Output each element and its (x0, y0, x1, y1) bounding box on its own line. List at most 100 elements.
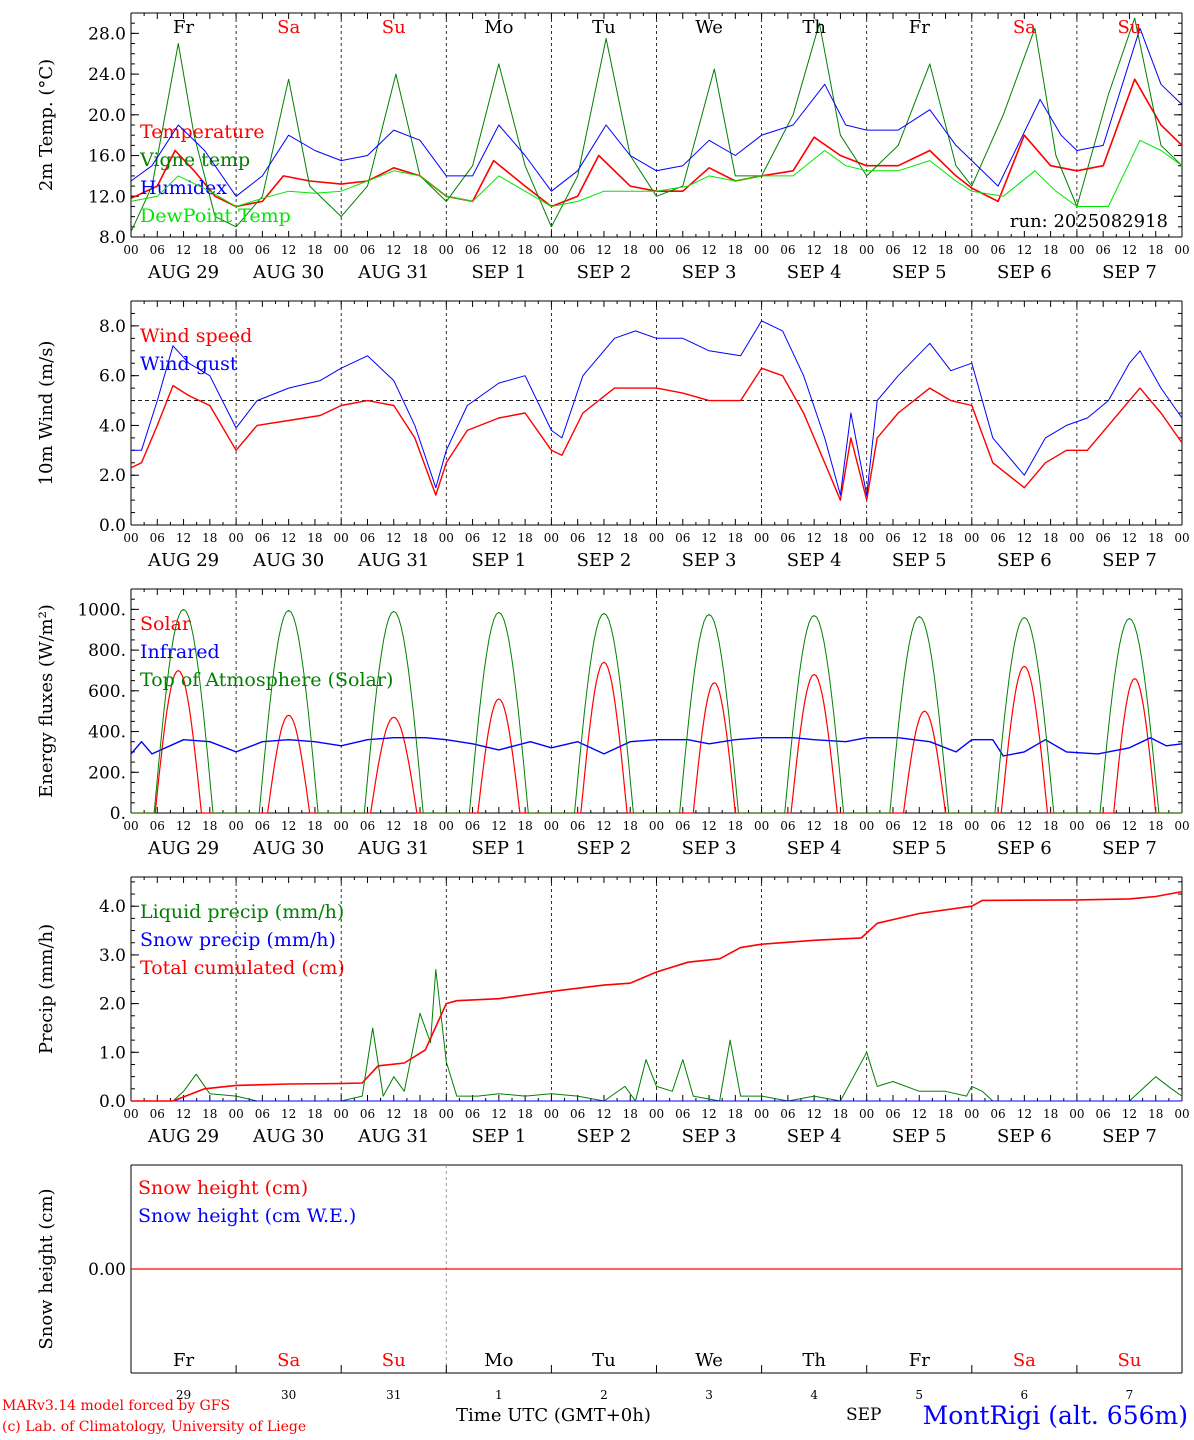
series-line-2 (130, 27, 1183, 197)
hour-tick-label: 06 (675, 531, 690, 545)
hour-tick-label: 06 (780, 243, 795, 257)
hour-tick-label: 06 (990, 1107, 1005, 1121)
hour-tick-label: 00 (123, 819, 138, 833)
hour-tick-label: 12 (912, 243, 927, 257)
y-axis-label: Precip (mm/h) (36, 924, 57, 1054)
date-label: SEP 5 (892, 262, 947, 283)
hour-tick-label: 00 (1069, 531, 1084, 545)
hour-tick-label: 12 (1122, 531, 1137, 545)
hour-tick-label: 00 (1174, 1107, 1189, 1121)
hour-tick-label: 00 (964, 819, 979, 833)
hour-tick-label: 18 (623, 531, 638, 545)
weekday-label: Fr (909, 17, 930, 38)
hour-tick-label: 12 (491, 1107, 506, 1121)
hour-tick-label: 18 (202, 531, 217, 545)
date-label: AUG 31 (357, 550, 429, 571)
hour-tick-label: 12 (386, 1107, 401, 1121)
legend-entry: Infrared (140, 641, 220, 663)
hour-tick-label: 12 (281, 531, 296, 545)
hour-tick-label: 00 (964, 243, 979, 257)
hour-tick-label: 06 (570, 819, 585, 833)
hour-tick-label: 12 (807, 243, 822, 257)
hour-tick-label: 18 (938, 531, 953, 545)
weekday-label: Su (382, 1350, 406, 1371)
hour-tick-label: 12 (701, 531, 716, 545)
hour-tick-label: 06 (255, 531, 270, 545)
weekday-label: Su (382, 17, 406, 38)
hour-tick-label: 00 (123, 1107, 138, 1121)
hour-tick-label: 06 (990, 819, 1005, 833)
y-tick-label: 4.0 (99, 416, 126, 436)
date-label: AUG 29 (147, 550, 219, 571)
y-tick-label: 16.0 (88, 147, 126, 167)
hour-tick-label: 00 (754, 531, 769, 545)
y-tick-label: 800. (88, 641, 126, 661)
date-label: SEP 7 (1102, 550, 1157, 571)
date-label: SEP 1 (471, 550, 526, 571)
weekday-label: Sa (1013, 1350, 1036, 1371)
hour-tick-label: 18 (728, 243, 743, 257)
weekday-label: Th (802, 1350, 826, 1371)
hour-tick-label: 12 (1017, 243, 1032, 257)
hour-tick-label: 12 (596, 243, 611, 257)
hour-tick-label: 12 (176, 819, 191, 833)
weekday-label: Sa (1013, 17, 1036, 38)
hour-tick-label: 06 (1096, 243, 1111, 257)
legend-entry: Total cumulated (cm) (140, 957, 345, 979)
series-line-2 (131, 890, 1183, 1102)
hour-tick-label: 00 (334, 819, 349, 833)
hour-tick-label: 00 (544, 819, 559, 833)
hour-tick-label: 12 (491, 531, 506, 545)
hour-tick-label: 06 (465, 1107, 480, 1121)
hour-tick-label: 00 (964, 531, 979, 545)
date-label: SEP 4 (787, 1126, 842, 1147)
hour-tick-label: 06 (150, 531, 165, 545)
hour-tick-label: 00 (754, 243, 769, 257)
date-label: SEP 5 (892, 838, 947, 859)
hour-tick-label: 12 (807, 819, 822, 833)
date-label: SEP 4 (787, 262, 842, 283)
hour-tick-label: 18 (833, 243, 848, 257)
y-tick-label: 0. (110, 804, 126, 824)
hour-tick-label: 00 (1069, 243, 1084, 257)
y-tick-label: 3.0 (99, 946, 126, 966)
hour-tick-label: 00 (228, 1107, 243, 1121)
legend-entry: Snow precip (mm/h) (140, 929, 336, 951)
hour-tick-label: 00 (544, 243, 559, 257)
weekday-label: We (695, 17, 723, 38)
hour-tick-label: 00 (754, 1107, 769, 1121)
hour-tick-label: 06 (465, 243, 480, 257)
hour-tick-label: 12 (596, 1107, 611, 1121)
hour-tick-label: 18 (307, 243, 322, 257)
legend-entry: DewPoint Temp (140, 205, 291, 227)
hour-tick-label: 12 (491, 819, 506, 833)
hour-tick-label: 18 (1148, 531, 1163, 545)
legend-entry: Humidex (140, 177, 227, 199)
legend-entry: Top of Atmosphere (Solar) (140, 669, 393, 691)
hour-tick-label: 00 (228, 243, 243, 257)
hour-tick-label: 06 (780, 1107, 795, 1121)
hour-tick-label: 12 (596, 819, 611, 833)
hour-tick-label: 06 (780, 819, 795, 833)
hour-tick-label: 18 (412, 1107, 427, 1121)
hour-tick-label: 18 (833, 819, 848, 833)
y-tick-label: 0.0 (99, 1092, 126, 1112)
hour-tick-label: 06 (1096, 531, 1111, 545)
hour-tick-label: 12 (386, 531, 401, 545)
panel-precip: 00 06 12 18 00 06 12 18 00 06 12 18 00 06 12 18 00 06 12 18… (36, 876, 1190, 1147)
weekday-label: Su (1117, 1350, 1141, 1371)
y-tick-label: 0.00 (88, 1260, 126, 1280)
weekday-label: We (695, 1350, 723, 1371)
hour-tick-label: 00 (334, 1107, 349, 1121)
y-tick-label: 24.0 (88, 65, 126, 85)
y-tick-label: 20.0 (88, 106, 126, 126)
y-tick-label: 8.0 (99, 228, 126, 248)
hour-tick-label: 00 (1069, 1107, 1084, 1121)
hour-tick-label: 12 (281, 1107, 296, 1121)
day-number-label: 4 (810, 1388, 818, 1402)
hour-tick-label: 12 (1017, 531, 1032, 545)
hour-tick-label: 18 (412, 243, 427, 257)
weekday-label: Fr (173, 1350, 194, 1371)
date-label: SEP 5 (892, 550, 947, 571)
hour-tick-label: 00 (859, 243, 874, 257)
